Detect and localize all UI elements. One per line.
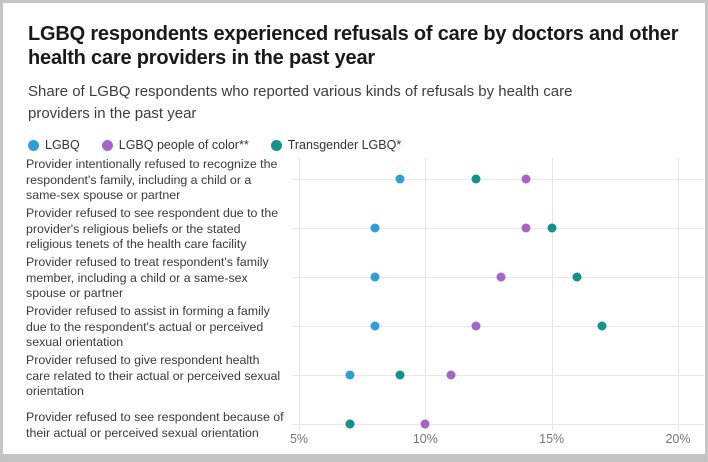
data-point: [446, 370, 456, 380]
data-point: [345, 370, 355, 380]
data-point: [420, 419, 430, 429]
x-axis-tick-label: 5%: [289, 432, 309, 446]
x-axis-tick-label: 15%: [539, 432, 565, 446]
data-point: [370, 223, 380, 233]
data-point: [370, 272, 380, 282]
plot-area: 5% 10% 15% 20%: [289, 156, 704, 454]
dot-plot-chart: Provider intentionally refused to recogn…: [3, 156, 705, 454]
data-point: [496, 272, 506, 282]
legend-item: LGBQ: [28, 138, 80, 152]
x-axis-tick-label: 20%: [665, 432, 691, 446]
legend-label: Transgender LGBQ*: [287, 138, 402, 152]
data-point: [597, 321, 607, 331]
data-point: [547, 223, 557, 233]
legend-dot-icon: [270, 139, 282, 151]
data-point: [370, 321, 380, 331]
legend-item: Transgender LGBQ*: [270, 138, 402, 152]
y-gridline: [292, 424, 704, 425]
legend-label: LGBQ: [45, 138, 80, 152]
data-point: [471, 321, 481, 331]
category-label: Provider refused to see respondent becau…: [26, 409, 284, 440]
data-point: [395, 174, 405, 184]
legend: LGBQ LGBQ people of color** Transgender LG…: [28, 138, 705, 152]
data-point: [345, 419, 355, 429]
y-gridline: [292, 326, 704, 327]
category-label: Provider refused to treat respondent's f…: [26, 255, 269, 301]
category-label: Provider refused to assist in forming a …: [26, 304, 270, 350]
x-gridline: [299, 158, 300, 430]
x-gridline: [425, 158, 427, 430]
x-axis-tick-label: 10%: [412, 432, 438, 446]
data-point: [521, 174, 531, 184]
category-label: Provider refused to see respondent due t…: [26, 206, 279, 252]
chart-subtitle: Share of LGBQ respondents who reported v…: [28, 83, 573, 122]
category-label: Provider refused to give respondent heal…: [26, 353, 281, 399]
chart-header: LGBQ respondents experienced refusals of…: [3, 3, 705, 125]
legend-dot-icon: [28, 139, 39, 151]
chart-title: LGBQ respondents experienced refusals of…: [28, 23, 679, 69]
data-point: [471, 174, 481, 184]
category-label: Provider intentionally refused to recogn…: [26, 157, 278, 203]
y-gridline: [292, 179, 704, 180]
x-gridline: [551, 158, 553, 430]
legend-label: LGBQ people of color**: [118, 138, 249, 152]
x-gridline: [678, 158, 679, 430]
y-gridline: [292, 375, 704, 376]
legend-dot-icon: [101, 139, 113, 151]
data-point: [395, 370, 405, 380]
y-gridline: [292, 228, 704, 229]
legend-item: LGBQ people of color**: [101, 138, 249, 152]
category-labels: Provider intentionally refused to recogn…: [26, 156, 288, 450]
data-point: [521, 223, 531, 233]
data-point: [572, 272, 582, 282]
